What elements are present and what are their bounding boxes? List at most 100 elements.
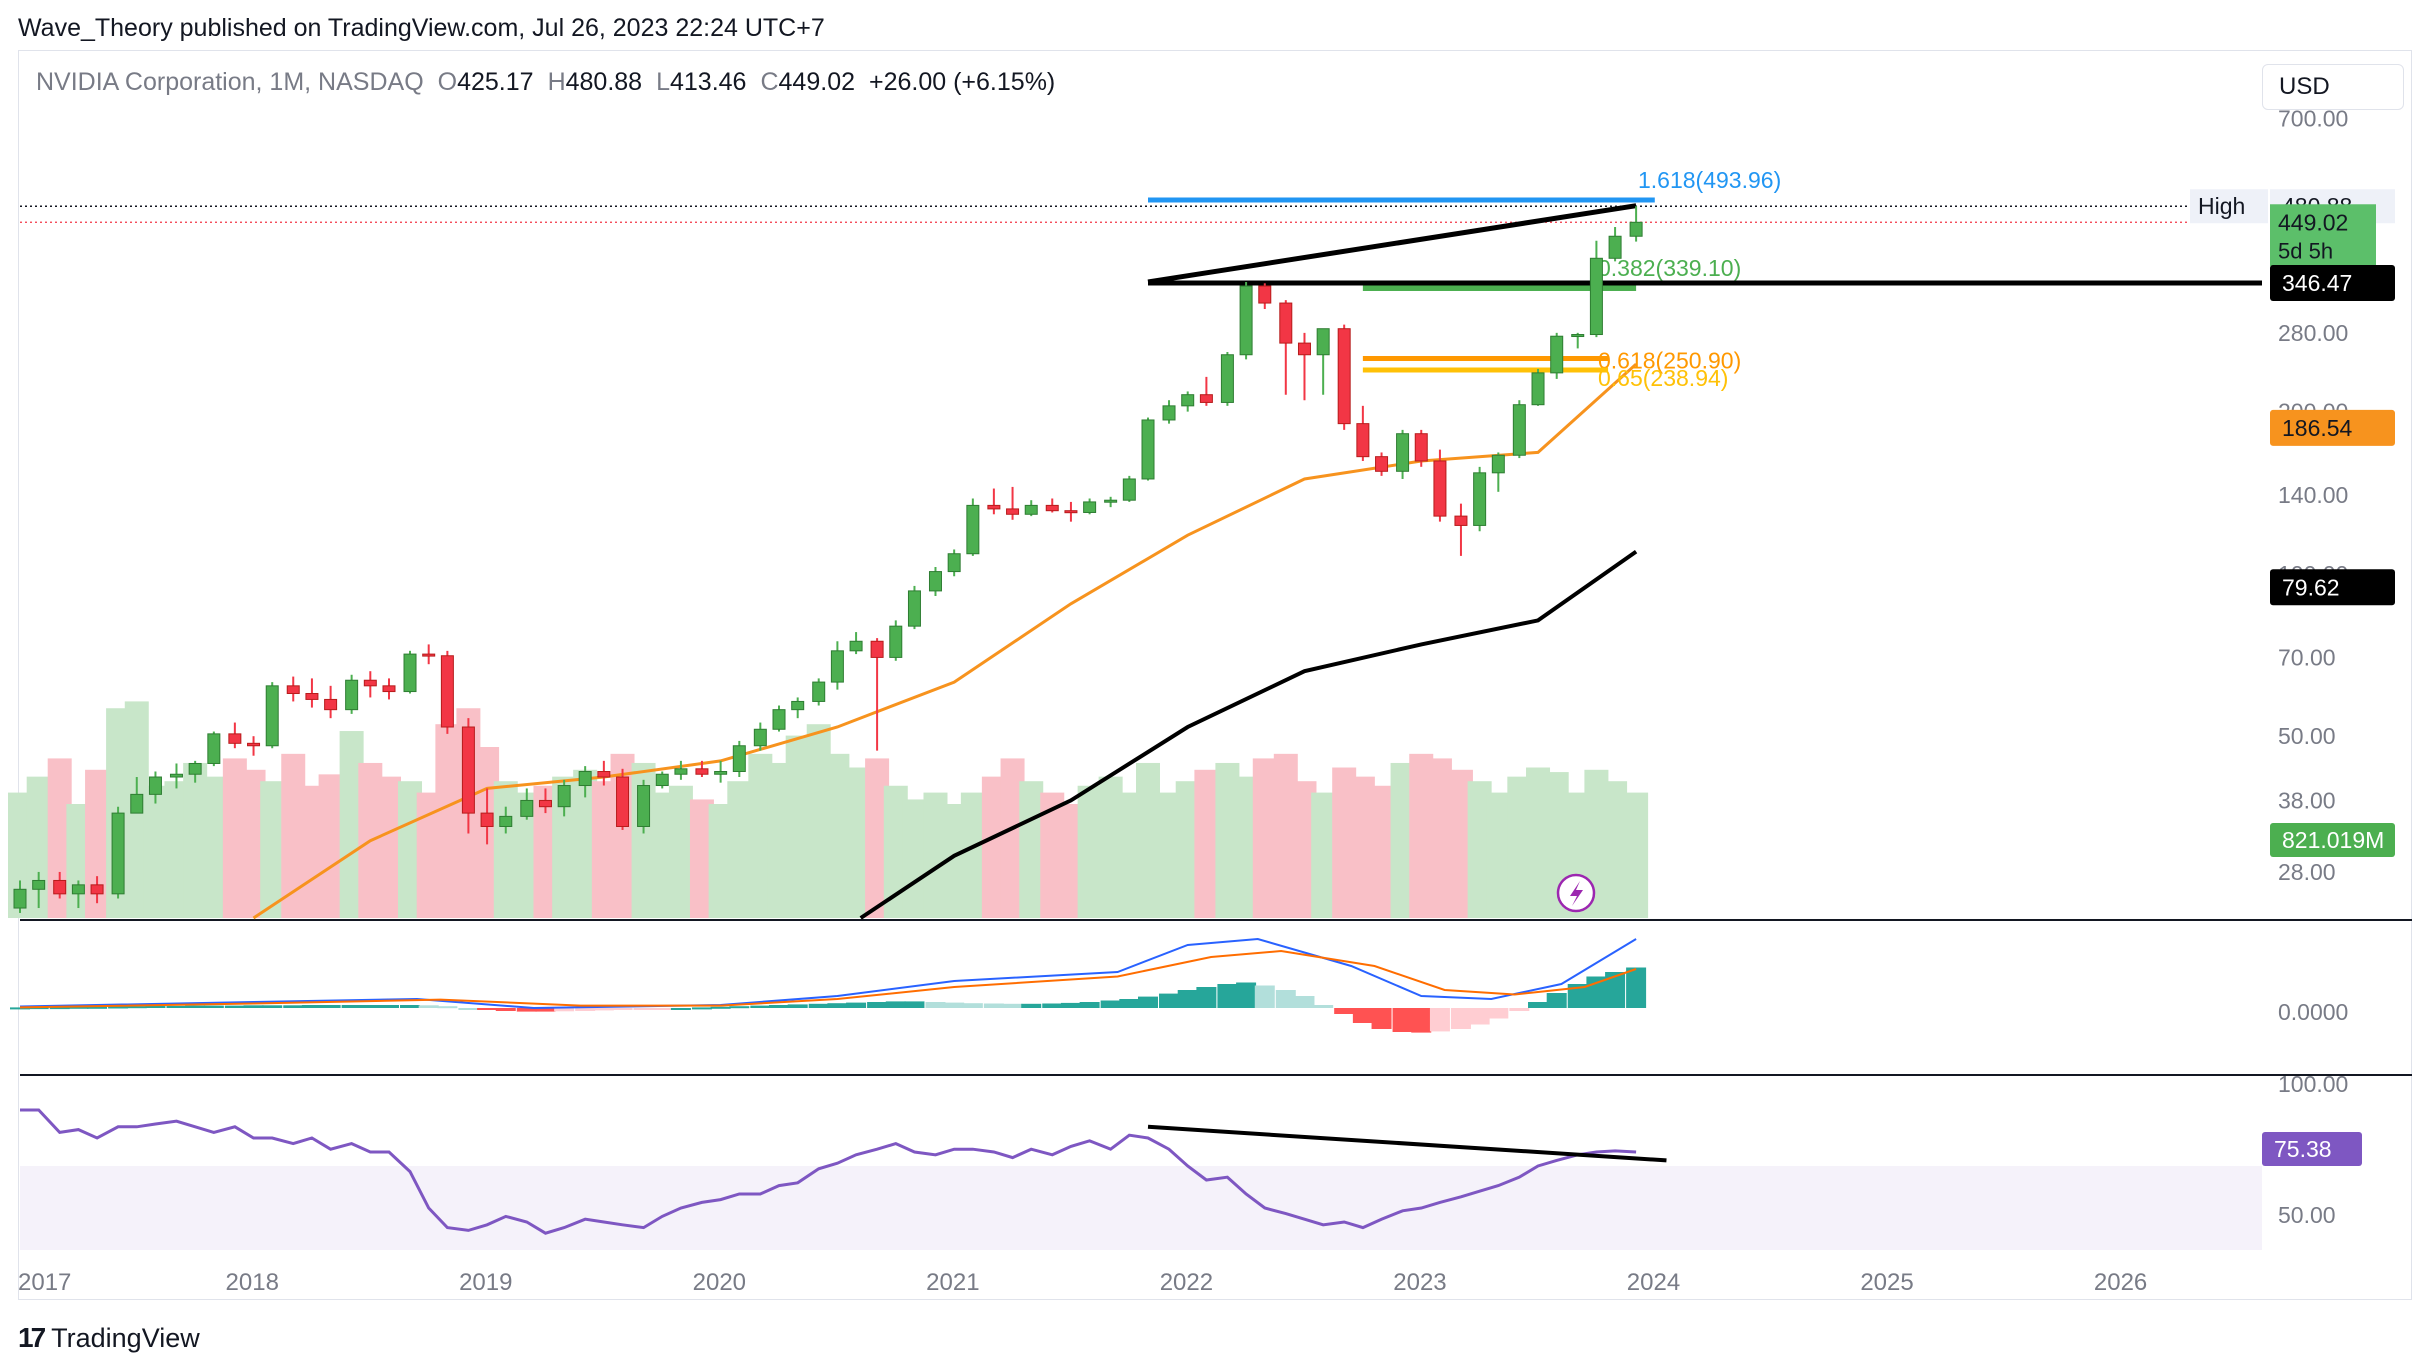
sma-line bbox=[859, 549, 1638, 920]
macd-histogram-bar bbox=[1509, 1008, 1530, 1011]
high-value: 480.88 bbox=[565, 68, 643, 96]
candle-body bbox=[480, 812, 494, 827]
low-key: L bbox=[656, 68, 670, 96]
volume-bar bbox=[1252, 758, 1277, 918]
candle-body bbox=[228, 733, 242, 744]
macd-histogram-bar bbox=[691, 1007, 712, 1010]
macd-histogram-bar bbox=[1002, 1003, 1023, 1008]
fib-label-1618: 1.618(493.96) bbox=[1638, 167, 1781, 193]
candle-body bbox=[1279, 302, 1293, 344]
macd-histogram-bar bbox=[203, 1005, 224, 1008]
macd-histogram-bar bbox=[944, 1002, 965, 1008]
macd-histogram-bar bbox=[1429, 1008, 1450, 1032]
candle-body bbox=[1122, 478, 1136, 501]
candle-body bbox=[1337, 328, 1351, 425]
macd-histogram-bar bbox=[1138, 996, 1159, 1008]
open-key: O bbox=[437, 68, 458, 96]
candle-body bbox=[1531, 372, 1545, 406]
candle-body bbox=[1258, 285, 1272, 304]
macd-histogram-bar bbox=[670, 1008, 691, 1010]
volume-bar bbox=[435, 724, 460, 918]
candle-body bbox=[71, 884, 85, 895]
price-axis-tick: 70.00 bbox=[2278, 644, 2336, 670]
price-axis-tick: 140.00 bbox=[2278, 482, 2348, 508]
candle-body bbox=[1024, 504, 1038, 515]
macd-histogram-bar bbox=[418, 1005, 439, 1008]
price-axis-tick: 28.00 bbox=[2278, 859, 2336, 885]
candle-body bbox=[1571, 334, 1585, 338]
candle-body bbox=[714, 771, 728, 775]
macd-histogram-bar bbox=[729, 1006, 750, 1009]
candle-body bbox=[1629, 221, 1643, 237]
macd-histogram-bar bbox=[283, 1005, 304, 1008]
macd-histogram-bar bbox=[341, 1005, 362, 1008]
open-value: 425.17 bbox=[457, 68, 534, 96]
macd-histogram-bar bbox=[1546, 993, 1567, 1008]
macd-axis-tick: 0.0000 bbox=[2278, 999, 2348, 1025]
volume-bar bbox=[1311, 792, 1336, 918]
macd-histogram-bar bbox=[477, 1008, 498, 1010]
macd-histogram-bar bbox=[378, 1005, 399, 1008]
volume-bar bbox=[143, 785, 168, 918]
candle-body bbox=[695, 768, 709, 775]
sma-badge-bg bbox=[2270, 569, 2395, 606]
currency-selector[interactable]: USD bbox=[2262, 64, 2404, 110]
symbol-name[interactable]: NVIDIA Corporation, 1M, NASDAQ bbox=[36, 68, 424, 96]
low-value: 413.46 bbox=[670, 68, 747, 96]
candle-body bbox=[597, 771, 611, 778]
candle-body bbox=[499, 815, 513, 827]
sma-badge: 79.62 bbox=[2282, 574, 2340, 600]
candle-body bbox=[966, 504, 980, 555]
macd-histogram-bar bbox=[516, 1008, 537, 1012]
candle-body bbox=[1083, 501, 1097, 513]
fib-label-0382: 0.382(339.10) bbox=[1598, 255, 1741, 281]
macd-histogram-bar bbox=[652, 1008, 673, 1010]
volume-bar bbox=[318, 774, 343, 918]
macd-histogram-bar bbox=[243, 1005, 264, 1008]
macd-histogram-bar bbox=[925, 1002, 946, 1008]
volume-badge: 821.019M bbox=[2282, 827, 2384, 853]
macd-histogram-bar bbox=[1626, 967, 1647, 1008]
footer-brand: 17 TradingView bbox=[18, 1322, 200, 1354]
macd-histogram-bar bbox=[320, 1005, 341, 1008]
macd-histogram-bar bbox=[1021, 1003, 1042, 1008]
macd-histogram-bar bbox=[593, 1008, 614, 1011]
change-value: +26.00 (+6.15%) bbox=[869, 68, 1056, 96]
candle-body bbox=[674, 768, 688, 775]
macd-histogram-bar bbox=[1254, 985, 1275, 1008]
candle-body bbox=[1141, 419, 1155, 480]
candle-body bbox=[188, 762, 202, 775]
candle-body bbox=[947, 553, 961, 573]
volume-bar bbox=[493, 781, 518, 918]
rsi-line bbox=[20, 1108, 1637, 1235]
macd-histogram-bar bbox=[710, 1006, 731, 1009]
macd-histogram-bar bbox=[301, 1005, 322, 1008]
candle-body bbox=[90, 884, 104, 895]
candle-body bbox=[1045, 504, 1059, 512]
candle-body bbox=[1162, 405, 1176, 421]
support-badge-bg bbox=[2270, 264, 2395, 301]
price-axis-tick: 50.00 bbox=[2278, 723, 2336, 749]
candle-body bbox=[324, 698, 338, 711]
candle-body bbox=[305, 693, 319, 700]
macd-histogram-bar bbox=[827, 1003, 848, 1008]
macd-histogram-bar bbox=[1100, 1000, 1121, 1008]
chart-frame bbox=[18, 50, 2412, 1300]
macd-histogram-bar bbox=[554, 1008, 575, 1012]
tradingview-logo-icon: 17 bbox=[18, 1322, 46, 1353]
macd-histogram-bar bbox=[360, 1005, 381, 1008]
candle-body bbox=[461, 726, 475, 814]
macd-histogram-bar bbox=[1567, 984, 1588, 1008]
macd-histogram-bar bbox=[1042, 1003, 1063, 1008]
rising-trendline bbox=[1147, 203, 1637, 285]
volume-bar bbox=[727, 781, 752, 918]
candle-body bbox=[440, 655, 454, 728]
candle-body bbox=[637, 785, 651, 827]
macd-histogram-bar bbox=[108, 1006, 129, 1009]
candle-body bbox=[382, 685, 396, 693]
candle-body bbox=[1589, 257, 1603, 336]
macd-histogram-bar bbox=[904, 1001, 925, 1008]
candle-body bbox=[578, 771, 592, 787]
macd-histogram-bar bbox=[1217, 984, 1238, 1008]
